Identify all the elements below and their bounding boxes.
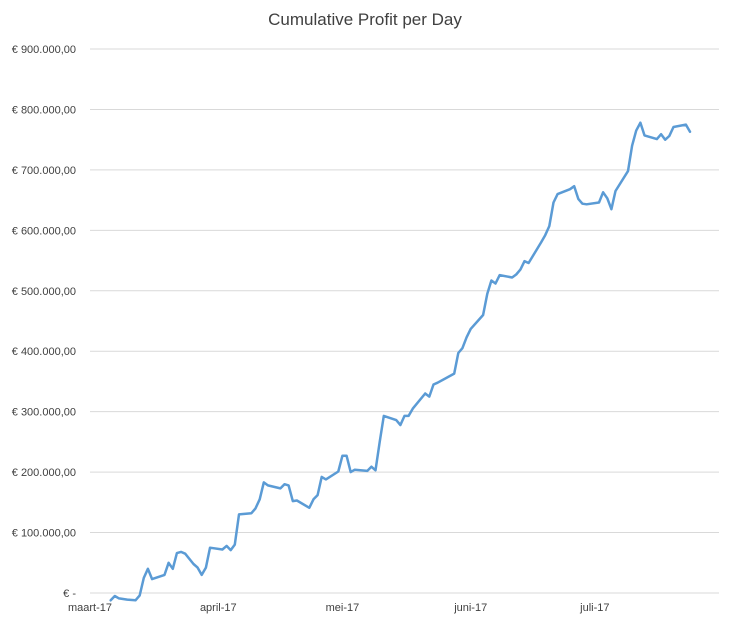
gridlines [90, 48, 719, 594]
x-tick-label: juli-17 [579, 602, 609, 614]
y-tick-label: € 100.000,00 [12, 528, 76, 540]
x-tick-label: juni-17 [453, 602, 487, 614]
y-tick-label: € 700.000,00 [12, 165, 76, 177]
y-tick-label: € 500.000,00 [12, 286, 76, 298]
y-axis-tick-labels: € - € 100.000,00 € 200.000,00 € 300.000,00 €… [12, 44, 77, 600]
y-tick-label: € 800.000,00 [12, 104, 76, 116]
x-tick-label: april-17 [200, 602, 237, 614]
x-tick-label: mei-17 [326, 602, 360, 614]
series-layer [109, 121, 692, 602]
y-tick-label: € 200.000,00 [12, 467, 76, 479]
chart-title: Cumulative Profit per Day [268, 10, 462, 29]
x-axis-tick-labels: maart-17 april-17 mei-17 juni-17 juli-17 [68, 602, 610, 614]
y-tick-label: € 600.000,00 [12, 225, 76, 237]
y-tick-label: € - [63, 588, 76, 600]
y-tick-label: € 400.000,00 [12, 346, 76, 358]
y-tick-label: € 900.000,00 [12, 44, 76, 56]
y-tick-label: € 300.000,00 [12, 407, 76, 419]
x-tick-label: maart-17 [68, 602, 112, 614]
series-line-cumulative-profit [109, 121, 692, 602]
